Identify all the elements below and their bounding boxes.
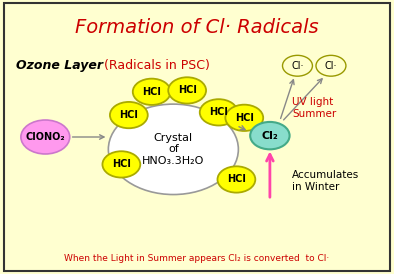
Text: UV light
Summer: UV light Summer [292,98,336,119]
Text: Cl·: Cl· [291,61,304,71]
Text: Cl·: Cl· [325,61,337,71]
Text: Formation of Cl· Radicals: Formation of Cl· Radicals [75,18,319,37]
Circle shape [133,79,171,105]
Circle shape [21,120,70,154]
Text: HCl: HCl [112,159,131,169]
Circle shape [250,122,290,149]
Text: Accumulates
in Winter: Accumulates in Winter [292,170,360,192]
Text: HCl: HCl [178,85,197,95]
Text: HCl: HCl [235,113,254,123]
Text: HCl: HCl [227,175,246,184]
Text: HCl: HCl [142,87,161,97]
Circle shape [168,77,206,104]
Circle shape [225,105,263,131]
Text: When the Light in Summer appears Cl₂ is converted  to Cl·: When the Light in Summer appears Cl₂ is … [64,255,330,263]
Text: HCl: HCl [119,110,138,120]
Circle shape [110,102,148,128]
Circle shape [102,151,140,178]
Text: Cl₂: Cl₂ [262,131,278,141]
Text: Ozone Layer: Ozone Layer [16,59,103,72]
Circle shape [316,55,346,76]
Text: (Radicals in PSC): (Radicals in PSC) [100,59,210,72]
Text: HCl: HCl [209,107,228,117]
Text: Crystal
of
HNO₃.3H₂O: Crystal of HNO₃.3H₂O [142,133,204,166]
Circle shape [108,104,238,195]
Text: ClONO₂: ClONO₂ [26,132,65,142]
Circle shape [282,55,312,76]
Circle shape [217,166,255,193]
Circle shape [200,99,238,125]
